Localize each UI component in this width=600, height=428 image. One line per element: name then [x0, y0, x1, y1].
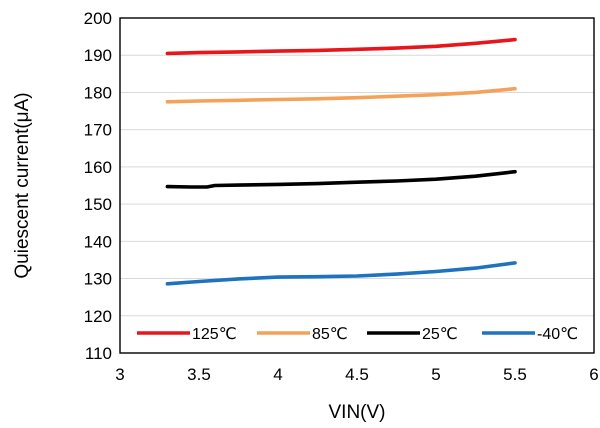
y-tick-label: 110: [85, 344, 112, 363]
plot-area-frame: [119, 17, 595, 354]
x-tick-label: 6: [589, 365, 598, 384]
y-axis-title: Quiescent current(μA): [12, 92, 33, 278]
x-axis-ticks: 3 3.5 4 4.5 5 5.5 6: [115, 365, 598, 384]
grid: [120, 54, 594, 317]
series-line-1: [165, 86, 517, 104]
y-tick-label: 200: [84, 9, 112, 28]
y-tick-label: 140: [84, 232, 112, 251]
legend-label-3: -40℃: [537, 326, 578, 343]
y-axis-ticks: 110 120 130 140 150 160 170 180 190 200: [84, 9, 112, 363]
y-tick-label: 170: [84, 121, 112, 140]
legend-label-0: 125℃: [192, 326, 237, 343]
x-tick-label: 4: [273, 365, 282, 384]
x-axis-title: VIN(V): [329, 402, 386, 423]
y-tick-label: 120: [84, 307, 112, 326]
legend: 125℃ 85℃ 25℃ -40℃: [137, 326, 578, 343]
series-lines: [165, 37, 517, 286]
y-tick-label: 150: [84, 195, 112, 214]
legend-label-1: 85℃: [312, 326, 348, 343]
x-tick-label: 5.5: [503, 365, 527, 384]
y-tick-label: 160: [84, 158, 112, 177]
series-line-2: [165, 169, 517, 189]
y-tick-label: 130: [84, 270, 112, 289]
y-tick-label: 180: [84, 83, 112, 102]
x-tick-label: 4.5: [345, 365, 369, 384]
legend-label-2: 25℃: [422, 326, 458, 343]
series-line-0: [165, 37, 517, 56]
y-tick-label: 190: [84, 46, 112, 65]
series-line-3: [165, 261, 517, 286]
x-tick-label: 3: [115, 365, 124, 384]
x-tick-label: 3.5: [187, 365, 211, 384]
x-tick-label: 5: [431, 365, 440, 384]
